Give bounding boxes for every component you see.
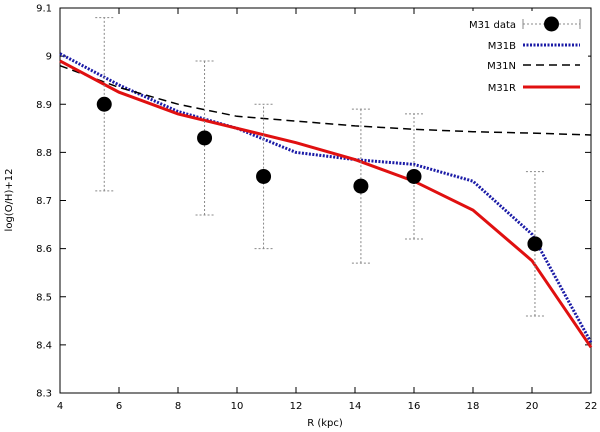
data-point <box>256 168 272 184</box>
x-tick-labels: 4 6 8 10 12 14 16 18 20 22 <box>57 401 598 412</box>
data-point <box>96 96 112 112</box>
x-tick-label: 20 <box>526 401 539 412</box>
legend-swatch-m31-data-point <box>544 16 559 32</box>
y-tick-label: 8.9 <box>36 100 52 111</box>
legend-label-m31r: M31R <box>488 83 516 94</box>
x-tick-label: 6 <box>116 401 122 412</box>
y-tick-label: 9 <box>46 52 52 63</box>
y-tick-label: 8.8 <box>36 148 52 159</box>
series-line-m31r <box>59 59 593 349</box>
x-tick-label: 22 <box>585 401 598 412</box>
legend-label-m31b: M31B <box>488 41 516 52</box>
x-tick-label: 4 <box>57 401 63 412</box>
data-point <box>353 178 369 194</box>
y-tick-label: 9.1 <box>36 4 52 15</box>
legend: M31 data M31B M31N M31R <box>438 11 588 99</box>
y-tick-label: 8.4 <box>36 340 52 351</box>
x-tick-label: 8 <box>175 401 181 412</box>
data-point <box>197 130 213 146</box>
x-tick-label: 10 <box>231 401 244 412</box>
legend-swatches <box>522 16 581 89</box>
legend-label-m31-data: M31 data <box>469 20 516 31</box>
series-line-m31n <box>59 64 592 136</box>
y-tick-label: 8.5 <box>36 292 52 303</box>
data-points <box>96 96 543 252</box>
x-tick-label: 16 <box>408 401 421 412</box>
data-point <box>406 168 422 184</box>
series-line-m31b <box>59 52 593 344</box>
y-axis-label: log(O/H)+12 <box>4 169 15 232</box>
series-lines <box>59 52 593 349</box>
data-point <box>527 236 543 252</box>
legend-label-m31n: M31N <box>487 61 516 72</box>
y-tick-label: 8.6 <box>36 244 52 255</box>
x-axis-label: R (kpc) <box>307 418 343 429</box>
legend-box <box>438 11 588 99</box>
x-tick-label: 14 <box>349 401 362 412</box>
x-tick-label: 18 <box>467 401 480 412</box>
x-tick-label: 12 <box>290 401 303 412</box>
y-tick-labels: 8.3 8.4 8.5 8.6 8.7 8.8 8.9 9 9.1 <box>36 4 52 400</box>
y-tick-label: 8.3 <box>36 389 52 400</box>
y-tick-label: 8.7 <box>36 196 52 207</box>
